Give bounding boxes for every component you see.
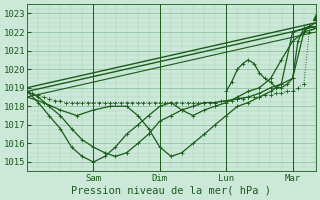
X-axis label: Pression niveau de la mer( hPa ): Pression niveau de la mer( hPa )	[71, 186, 271, 196]
